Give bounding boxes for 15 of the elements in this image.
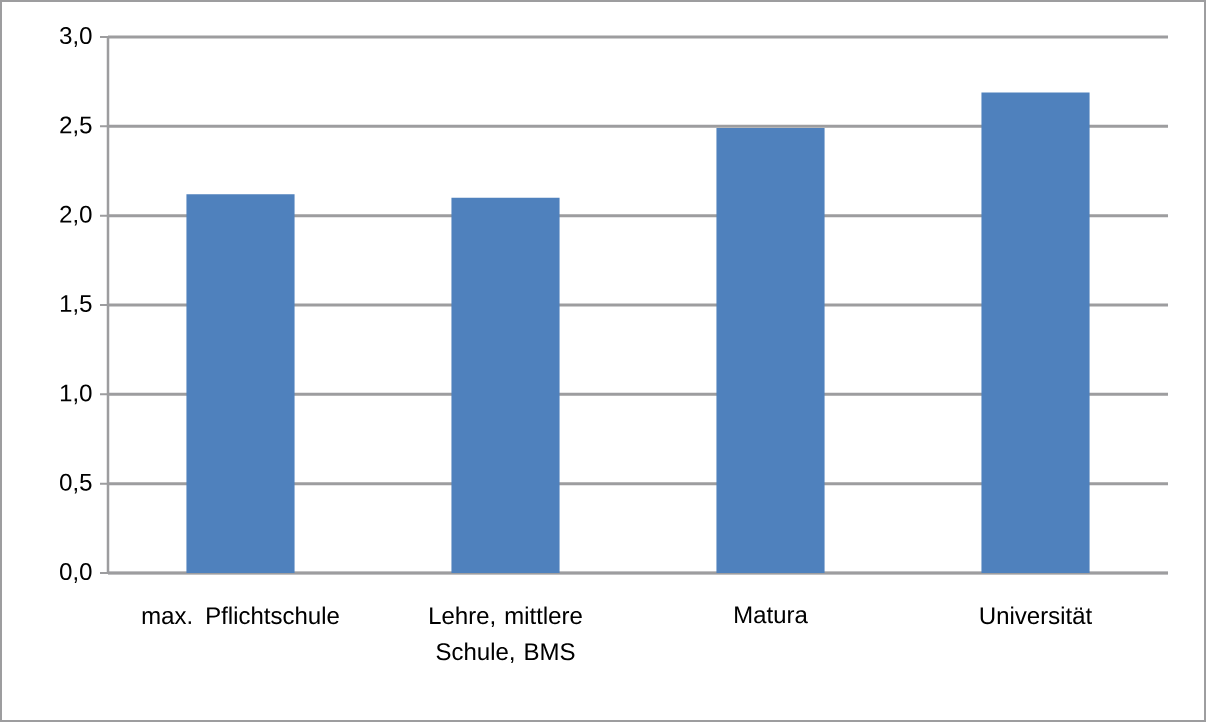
y-tick-label: 1,5 <box>60 295 92 315</box>
y-tick-label: 2,5 <box>60 116 92 137</box>
x-tick-label: Universität <box>980 606 1092 625</box>
bar <box>716 128 825 573</box>
y-tick-label: 3,0 <box>60 27 92 47</box>
x-tick-label: max. Pflichtschule <box>142 606 339 625</box>
bar <box>981 92 1090 573</box>
y-tick-label: 1,0 <box>60 384 92 405</box>
bar <box>451 197 560 573</box>
x-tick-label: Lehre, mittlere Schule, BMS <box>430 606 582 663</box>
y-tick-label: 0,5 <box>60 473 92 494</box>
y-tick-label: 2,0 <box>60 205 92 226</box>
bar <box>186 194 295 573</box>
y-tick-label: 0,0 <box>60 563 92 583</box>
x-tick-label: Matura <box>735 606 808 624</box>
